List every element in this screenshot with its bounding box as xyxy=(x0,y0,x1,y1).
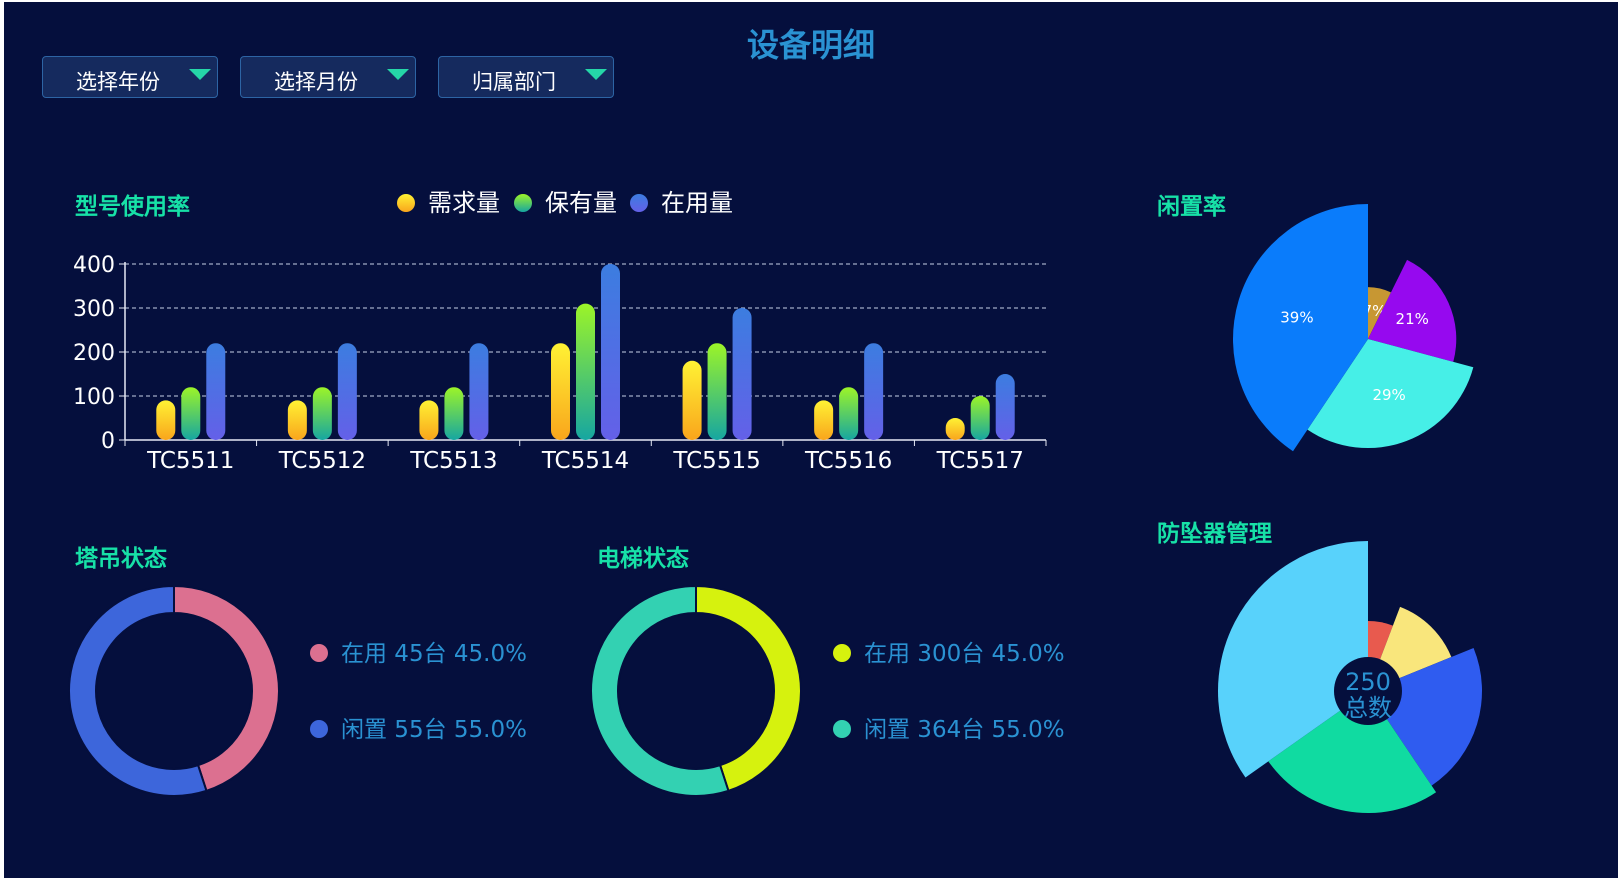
department-select-label: 归属部门 xyxy=(472,70,556,94)
donut-slice xyxy=(68,584,208,797)
fall-section-title: 防坠器管理 xyxy=(1157,521,1272,547)
x-tick-label: TC5511 xyxy=(146,448,234,474)
chevron-down-icon xyxy=(387,69,409,80)
elevator-section-title: 电梯状态 xyxy=(597,546,689,572)
bar xyxy=(682,360,702,440)
crane-section-title: 塔吊状态 xyxy=(75,546,167,572)
donut-legend-swatch xyxy=(310,720,328,738)
donut-legend-swatch xyxy=(310,644,328,662)
charts-canvas: 0 100 200 300 400 TC5511 TC5512 TC5513 TC5514 TC5… xyxy=(68,189,1482,813)
bar xyxy=(419,400,439,440)
bar xyxy=(469,343,489,440)
bar xyxy=(181,387,201,440)
bar xyxy=(156,400,176,440)
bar xyxy=(839,387,859,440)
bar xyxy=(601,264,620,440)
legend-swatch xyxy=(397,194,415,212)
donut-slice xyxy=(173,584,280,793)
x-tick-label: TC5517 xyxy=(936,448,1024,474)
usage-section-title: 型号使用率 xyxy=(75,194,190,220)
donut-slice xyxy=(590,584,730,797)
rose-slice-label: 21% xyxy=(1396,310,1429,328)
rose-slice xyxy=(1307,339,1474,449)
total-count-label: 总数 xyxy=(1344,694,1392,722)
page-title: 设备明细 xyxy=(746,26,875,64)
x-tick-label: TC5514 xyxy=(541,448,629,474)
donut-legend-label: 闲置 364台 55.0% xyxy=(864,717,1065,743)
rose-slice xyxy=(1268,691,1437,813)
month-select-label: 选择月份 xyxy=(274,70,358,94)
bar xyxy=(995,374,1015,440)
x-tick-label: TC5516 xyxy=(804,448,892,474)
rose-slice xyxy=(1368,259,1457,362)
bar xyxy=(444,387,464,440)
y-tick-label: 300 xyxy=(73,297,115,322)
rose-slice-label: 29% xyxy=(1372,386,1405,404)
bar xyxy=(206,343,226,440)
bar xyxy=(576,303,595,440)
bar xyxy=(864,343,884,440)
bar xyxy=(551,343,570,440)
bar xyxy=(970,396,990,440)
month-select[interactable]: 选择月份 xyxy=(240,56,416,98)
donut-legend-swatch xyxy=(833,720,851,738)
rose-slice xyxy=(1232,204,1368,452)
bar xyxy=(732,308,752,440)
donut-legend-label: 在用 45台 45.0% xyxy=(341,641,527,667)
x-tick-label: TC5512 xyxy=(278,448,366,474)
bar xyxy=(814,400,834,440)
department-select[interactable]: 归属部门 xyxy=(438,56,614,98)
rose-slice xyxy=(1218,541,1368,778)
x-tick-label: TC5513 xyxy=(409,448,497,474)
rose-slice xyxy=(1368,287,1391,339)
bar xyxy=(945,418,965,440)
y-tick-label: 0 xyxy=(101,429,115,454)
legend-label: 需求量 xyxy=(428,189,500,217)
rose-slice-label: 39% xyxy=(1280,308,1313,326)
chevron-down-icon xyxy=(189,69,211,80)
legend-swatch xyxy=(514,194,532,212)
bar xyxy=(337,343,357,440)
bar xyxy=(312,387,332,440)
year-select[interactable]: 选择年份 xyxy=(42,56,218,98)
total-count-value: 250 xyxy=(1345,668,1391,696)
dashboard: 设备明细 选择年份 选择月份 归属部门 型号使用率 闲置率 塔吊状态 电梯状态 … xyxy=(4,2,1618,878)
chevron-down-icon xyxy=(585,69,607,80)
x-tick-label: TC5515 xyxy=(672,448,760,474)
donut-legend-label: 在用 300台 45.0% xyxy=(864,641,1065,667)
rose-center-hole xyxy=(1334,657,1402,725)
legend-swatch xyxy=(630,194,648,212)
y-tick-label: 200 xyxy=(73,341,115,366)
bar xyxy=(707,343,727,440)
donut-legend-swatch xyxy=(833,644,851,662)
legend-label: 在用量 xyxy=(661,189,733,217)
y-tick-label: 400 xyxy=(73,253,115,278)
donut-slice xyxy=(695,584,802,793)
legend-label: 保有量 xyxy=(545,189,617,217)
bar xyxy=(287,400,307,440)
year-select-label: 选择年份 xyxy=(76,70,160,94)
donut-legend-label: 闲置 55台 55.0% xyxy=(341,717,527,743)
idle-section-title: 闲置率 xyxy=(1157,194,1226,220)
y-tick-label: 100 xyxy=(73,385,115,410)
